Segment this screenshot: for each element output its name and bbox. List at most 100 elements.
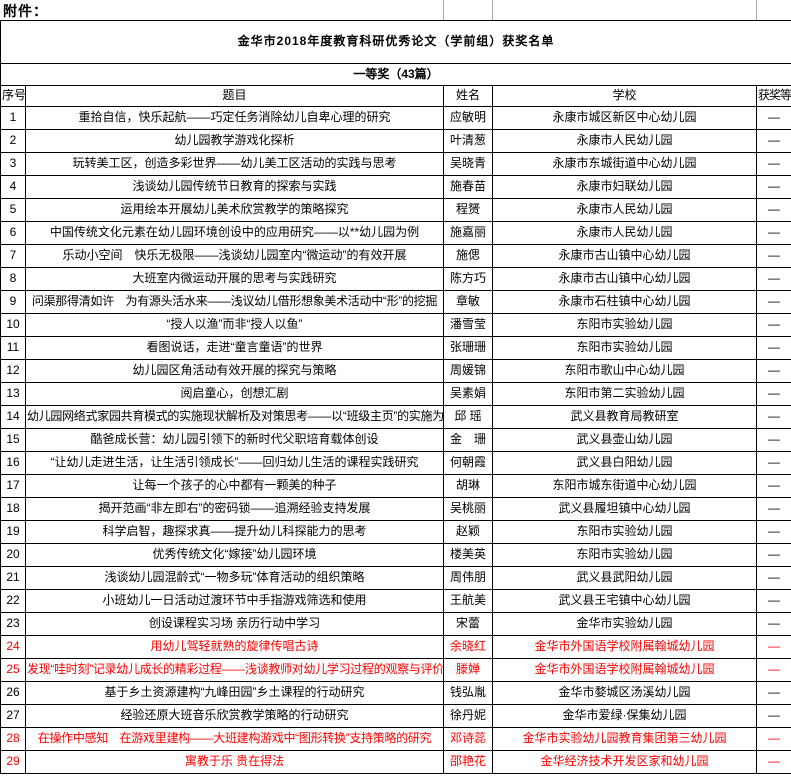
school-name: 永康市人民幼儿园 bbox=[492, 198, 757, 222]
table-row: 13 阅启童心，创想汇剧 吴素娟 东阳市第二实验幼儿园 — bbox=[0, 382, 791, 406]
paper-title: 浅谈幼儿园传统节日教育的探索与实践 bbox=[25, 175, 444, 199]
row-number: 21 bbox=[0, 566, 26, 590]
row-number: 10 bbox=[0, 313, 26, 337]
paper-title: 小班幼儿一日活动过渡环节中手指游戏筛选和使用 bbox=[25, 589, 444, 613]
award-mark: — bbox=[755, 681, 791, 705]
header-award: 获奖等级 bbox=[755, 85, 791, 107]
school-name: 永康市人民幼儿园 bbox=[492, 221, 757, 245]
row-number: 9 bbox=[0, 290, 26, 314]
paper-title: 玩转美工区，创造多彩世界——幼儿美工区活动的实践与思考 bbox=[25, 152, 444, 176]
award-mark: — bbox=[755, 129, 791, 153]
table-title-row: 金华市2018年度教育科研优秀论文（学前组）获奖名单 bbox=[0, 20, 791, 64]
paper-title: 酷爸成长营：幼儿园引领下的新时代父职培育载体创设 bbox=[25, 428, 444, 452]
author-name: 施春苗 bbox=[443, 175, 493, 199]
author-name: 赵颖 bbox=[443, 520, 493, 544]
award-mark: — bbox=[755, 497, 791, 521]
award-table: 金华市2018年度教育科研优秀论文（学前组）获奖名单 一等奖（43篇） 序号 题… bbox=[0, 20, 791, 774]
school-name: 永康市城区新区中心幼儿园 bbox=[492, 106, 757, 130]
row-number: 25 bbox=[0, 658, 26, 682]
row-number: 19 bbox=[0, 520, 26, 544]
school-name: 东阳市实验幼儿园 bbox=[492, 313, 757, 337]
table-row: 7 乐动小空间 快乐无极限——浅谈幼儿园室内“微运动”的有效开展 施偲 永康市古山镇中… bbox=[0, 244, 791, 268]
row-number: 12 bbox=[0, 359, 26, 383]
row-number: 2 bbox=[0, 129, 26, 153]
school-name: 武义县履坦镇中心幼儿园 bbox=[492, 497, 757, 521]
author-name: 宋蕾 bbox=[443, 612, 493, 636]
paper-title: 浅谈幼儿园混龄式“一物多玩”体育活动的组织策略 bbox=[25, 566, 444, 590]
paper-title: 幼儿园网络式家园共育模式的实施现状解析及对策思考——以“班级主页”的实施为例 bbox=[25, 405, 444, 429]
author-name: 楼美英 bbox=[443, 543, 493, 567]
row-number: 15 bbox=[0, 428, 26, 452]
header-school: 学校 bbox=[492, 85, 757, 107]
attachment-label: 附件： bbox=[3, 3, 48, 19]
author-name: 邱 瑶 bbox=[443, 405, 493, 429]
school-name: 武义县王宅镇中心幼儿园 bbox=[492, 589, 757, 613]
award-mark: — bbox=[755, 474, 791, 498]
school-name: 永康市妇联幼儿园 bbox=[492, 175, 757, 199]
author-name: 徐丹妮 bbox=[443, 704, 493, 728]
award-mark: — bbox=[755, 267, 791, 291]
table-row: 17 让每一个孩子的心中都有一颗美的种子 胡琳 东阳市城东街道中心幼儿园 — bbox=[0, 474, 791, 498]
author-name: 施偲 bbox=[443, 244, 493, 268]
award-mark: — bbox=[755, 727, 791, 751]
table-row: 21 浅谈幼儿园混龄式“一物多玩”体育活动的组织策略 周伟朋 武义县武阳幼儿园 — bbox=[0, 566, 791, 590]
row-number: 26 bbox=[0, 681, 26, 705]
table-row: 26 基于乡土资源建构“九峰田园”乡土课程的行动研究 钱弘胤 金华市婺城区汤溪幼儿园 — bbox=[0, 681, 791, 705]
author-name: 王航美 bbox=[443, 589, 493, 613]
paper-title: 阅启童心，创想汇剧 bbox=[25, 382, 444, 406]
school-name: 永康市古山镇中心幼儿园 bbox=[492, 267, 757, 291]
award-mark: — bbox=[755, 382, 791, 406]
paper-title: 优秀传统文化“嫁接”幼儿园环境 bbox=[25, 543, 444, 567]
author-name: 钱弘胤 bbox=[443, 681, 493, 705]
award-mark: — bbox=[755, 750, 791, 774]
header-title: 题目 bbox=[25, 85, 444, 107]
paper-title: 发现“哇时刻”记录幼儿成长的精彩过程——浅谈教师对幼儿学习过程的观察与评价 bbox=[25, 658, 444, 682]
table-row: 8 大班室内微运动开展的思考与实践研究 陈方巧 永康市古山镇中心幼儿园 — bbox=[0, 267, 791, 291]
paper-title: “让幼儿走进生活，让生活引领成长”——回归幼儿生活的课程实践研究 bbox=[25, 451, 444, 475]
paper-title: 创设课程实习场 亲历行动中学习 bbox=[25, 612, 444, 636]
award-mark: — bbox=[755, 106, 791, 130]
table-row: 9 问渠那得清如许 为有源头活水来——浅议幼儿借形想象美术活动中“形”的挖掘 章敏永… bbox=[0, 290, 791, 314]
table-row: 24 用幼儿驾轻就熟的旋律传唱古诗 余晓红 金华市外国语学校附属翰城幼儿园 — bbox=[0, 635, 791, 659]
author-name: 施嘉丽 bbox=[443, 221, 493, 245]
row-number: 20 bbox=[0, 543, 26, 567]
school-name: 金华市婺城区汤溪幼儿园 bbox=[492, 681, 757, 705]
table-row: 3 玩转美工区，创造多彩世界——幼儿美工区活动的实践与思考 吴晓青 永康市东城街道中心… bbox=[0, 152, 791, 176]
author-name: 张珊珊 bbox=[443, 336, 493, 360]
table-row: 20 优秀传统文化“嫁接”幼儿园环境 楼美英 东阳市实验幼儿园 — bbox=[0, 543, 791, 567]
row-number: 7 bbox=[0, 244, 26, 268]
school-name: 金华经济技术开发区家和幼儿园 bbox=[492, 750, 757, 774]
author-name: 叶清葱 bbox=[443, 129, 493, 153]
school-name: 东阳市城东街道中心幼儿园 bbox=[492, 474, 757, 498]
author-name: 吴晓青 bbox=[443, 152, 493, 176]
author-name: 邵艳花 bbox=[443, 750, 493, 774]
author-name: 潘雪莹 bbox=[443, 313, 493, 337]
paper-title: 用幼儿驾轻就熟的旋律传唱古诗 bbox=[25, 635, 444, 659]
award-mark: — bbox=[755, 175, 791, 199]
row-number: 17 bbox=[0, 474, 26, 498]
award-mark: — bbox=[755, 635, 791, 659]
award-mark: — bbox=[755, 612, 791, 636]
table-row: 5 运用绘本开展幼儿美术欣赏教学的策略探究 程赟 永康市人民幼儿园 — bbox=[0, 198, 791, 222]
award-mark: — bbox=[755, 543, 791, 567]
table-row: 1 重拾自信，快乐起航——巧定任务消除幼儿自卑心理的研究 应敏明 永康市城区新区中心幼… bbox=[0, 106, 791, 130]
award-mark: — bbox=[755, 405, 791, 429]
author-name: 吴桃丽 bbox=[443, 497, 493, 521]
school-name: 武义县武阳幼儿园 bbox=[492, 566, 757, 590]
author-name: 吴素娟 bbox=[443, 382, 493, 406]
row-number: 18 bbox=[0, 497, 26, 521]
award-mark: — bbox=[755, 244, 791, 268]
school-name: 金华市实验幼儿园 bbox=[492, 612, 757, 636]
row-number: 8 bbox=[0, 267, 26, 291]
author-name: 应敏明 bbox=[443, 106, 493, 130]
column-header-row: 序号 题目 姓名 学校 获奖等级 bbox=[0, 85, 791, 107]
paper-title: 幼儿园区角活动有效开展的探究与策略 bbox=[25, 359, 444, 383]
section-row: 一等奖（43篇） bbox=[0, 63, 791, 86]
table-row: 16 “让幼儿走进生活，让生活引领成长”——回归幼儿生活的课程实践研究 何朝霞 武义县… bbox=[0, 451, 791, 475]
author-name: 余晓红 bbox=[443, 635, 493, 659]
header-no: 序号 bbox=[0, 85, 26, 107]
paper-title: 幼儿园教学游戏化探析 bbox=[25, 129, 444, 153]
school-name: 永康市东城街道中心幼儿园 bbox=[492, 152, 757, 176]
table-row: 27 经验还原大班音乐欣赏教学策略的行动研究 徐丹妮 金华市爱绿·保集幼儿园 — bbox=[0, 704, 791, 728]
row-number: 4 bbox=[0, 175, 26, 199]
